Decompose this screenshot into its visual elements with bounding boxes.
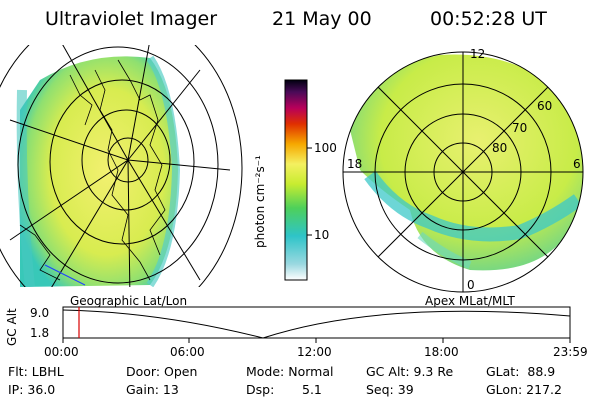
xtick-1200: 12:00 [297,345,332,359]
altitude-ylabel: GC Alt [5,308,19,346]
altitude-ytick-9: 9.0 [30,306,50,320]
left-aurora-image [20,56,178,287]
door-status: Door: Open [126,364,198,379]
altitude-plot [62,306,571,343]
seq-status: Seq: 39 [366,382,414,397]
colorbar-tick-100: 100 [314,141,337,155]
dsp-value: 5.1 [302,382,322,397]
gc-alt-status: GC Alt: 9.3 Re [366,364,454,379]
xtick-0000: 00:00 [44,345,79,359]
altitude-curve [62,309,571,339]
xtick-0600: 06:00 [170,345,205,359]
glon-status: GLon: 217.2 [486,382,562,397]
colorbar-tick-10: 10 [314,228,330,242]
xtick-1800: 18:00 [424,345,459,359]
ip-status: IP: 36.0 [8,382,56,397]
mlt-label-6: 6 [573,157,581,171]
colorbar-unit-label: photon cm⁻²s⁻¹ [253,155,267,248]
xtick-2359: 23:59 [553,345,588,359]
mlat-label-80: 80 [492,141,508,155]
mlt-label-0: 0 [467,278,475,292]
date-label: 21 May 00 [272,8,372,30]
time-label: 00:52:28 UT [430,8,547,30]
mlt-label-12: 12 [470,47,486,61]
right-aurora-image [350,54,583,271]
glat-status: GLat: 88.9 [486,364,556,379]
right-panel-label: Apex MLat/MLT [425,294,515,308]
left-panel-label: Geographic Lat/Lon [70,294,188,308]
altitude-ytick-1-8: 1.8 [30,326,50,340]
polar-mlt-panel [342,51,584,293]
mlt-label-18: 18 [347,157,363,171]
mlat-label-70: 70 [512,121,528,135]
dsp-label: Dsp: [246,382,275,397]
coastlines [19,59,166,281]
gain-status: Gain: 13 [126,382,179,397]
mlat-label-60: 60 [537,99,553,113]
instrument-title: Ultraviolet Imager [45,8,218,30]
mode-status: Mode: Normal [246,364,334,379]
colorbar [284,79,308,281]
geographic-map-panel [0,45,243,287]
filter-status: Flt: LBHL [8,364,64,379]
